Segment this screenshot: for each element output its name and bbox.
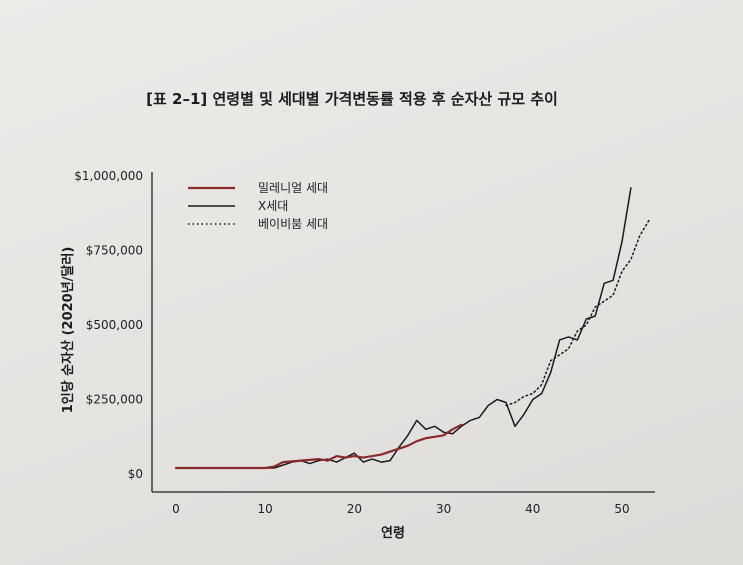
y-tick-label: $250,000	[86, 393, 143, 407]
x-tick-label: 30	[436, 502, 451, 516]
series-line-2	[175, 187, 632, 469]
chart-title: [표 2–1] 연령별 및 세대별 가격변동률 적용 후 순자산 규모 추이	[146, 90, 558, 108]
x-tick-label: 0	[172, 502, 180, 516]
y-axis-title: 1인당 순자산 (2020년/달러)	[60, 247, 76, 414]
y-tick-label: $0	[128, 467, 143, 481]
series-line-3	[505, 219, 650, 407]
legend-label-1: 밀레니얼 세대	[258, 181, 328, 195]
series-line-1	[174, 423, 463, 470]
x-axis-title: 연령	[381, 526, 405, 541]
x-tick-label: 10	[258, 502, 273, 516]
x-tick-label: 20	[347, 502, 362, 516]
y-tick-label: $1,000,000	[74, 169, 143, 183]
x-tick-label: 50	[614, 502, 629, 516]
x-tick-label: 40	[525, 502, 540, 516]
legend-label-2: X세대	[258, 199, 288, 213]
legend-label-3: 베이비붐 세대	[258, 217, 328, 231]
y-tick-label: $750,000	[86, 244, 143, 258]
y-tick-label: $500,000	[86, 318, 143, 332]
